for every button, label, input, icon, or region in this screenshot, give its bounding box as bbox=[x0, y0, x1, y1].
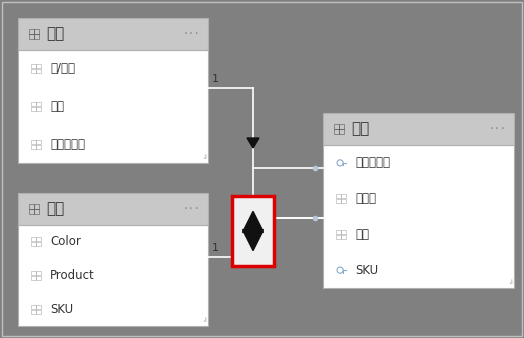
Bar bbox=[340, 124, 344, 128]
Bar bbox=[35, 34, 39, 39]
Bar bbox=[31, 271, 36, 275]
Bar bbox=[36, 64, 40, 68]
Bar bbox=[31, 310, 36, 314]
Bar bbox=[31, 276, 36, 280]
Bar bbox=[31, 242, 36, 246]
Bar bbox=[336, 199, 341, 203]
Text: 顧客: 顧客 bbox=[50, 100, 64, 113]
Bar bbox=[36, 242, 40, 246]
Text: ╝: ╝ bbox=[509, 281, 512, 286]
Bar bbox=[18, 18, 208, 50]
Bar bbox=[29, 204, 34, 209]
Bar bbox=[36, 69, 40, 73]
Bar bbox=[18, 193, 208, 225]
Bar bbox=[31, 69, 36, 73]
Text: Product: Product bbox=[50, 269, 95, 282]
Bar bbox=[336, 235, 341, 239]
Bar bbox=[31, 237, 36, 241]
Text: SKU: SKU bbox=[355, 264, 378, 276]
Bar bbox=[31, 145, 36, 149]
Text: ╝: ╝ bbox=[203, 156, 206, 161]
Bar bbox=[36, 102, 40, 106]
Bar bbox=[336, 194, 341, 198]
Bar bbox=[36, 271, 40, 275]
Bar bbox=[342, 199, 346, 203]
Polygon shape bbox=[243, 230, 264, 250]
Bar bbox=[31, 107, 36, 111]
Text: 顧客コード: 顧客コード bbox=[50, 138, 85, 151]
Text: SKU: SKU bbox=[50, 303, 73, 316]
Text: 1: 1 bbox=[212, 74, 219, 84]
Bar bbox=[342, 235, 346, 239]
Bar bbox=[342, 230, 346, 234]
Text: 顧客コード: 顧客コード bbox=[355, 156, 390, 169]
Text: ···: ··· bbox=[182, 29, 200, 39]
Text: ╝: ╝ bbox=[203, 319, 206, 324]
Text: Color: Color bbox=[50, 235, 81, 248]
Bar bbox=[36, 140, 40, 144]
Bar bbox=[31, 305, 36, 309]
Bar bbox=[31, 64, 36, 68]
Polygon shape bbox=[243, 211, 264, 233]
Bar bbox=[334, 124, 339, 128]
Bar bbox=[36, 107, 40, 111]
Bar bbox=[36, 276, 40, 280]
Text: 1: 1 bbox=[212, 243, 219, 253]
Bar bbox=[232, 196, 274, 266]
Bar bbox=[340, 129, 344, 134]
Bar bbox=[334, 129, 339, 134]
Text: ···: ··· bbox=[488, 124, 506, 134]
Bar bbox=[18, 50, 208, 163]
Bar bbox=[29, 210, 34, 214]
Text: 国/地域: 国/地域 bbox=[50, 62, 75, 75]
Bar bbox=[35, 29, 39, 33]
Bar bbox=[31, 140, 36, 144]
Bar bbox=[35, 210, 39, 214]
Bar bbox=[36, 305, 40, 309]
Bar bbox=[336, 230, 341, 234]
Bar bbox=[323, 113, 514, 145]
Bar bbox=[35, 204, 39, 209]
Text: ···: ··· bbox=[182, 204, 200, 214]
Bar bbox=[31, 102, 36, 106]
Bar bbox=[29, 34, 34, 39]
Text: 注文日: 注文日 bbox=[355, 192, 376, 205]
Bar bbox=[36, 145, 40, 149]
Text: 売上: 売上 bbox=[351, 121, 369, 137]
Text: 顧客: 顧客 bbox=[46, 26, 64, 42]
Text: 数量: 数量 bbox=[355, 228, 369, 241]
Bar bbox=[342, 194, 346, 198]
Bar bbox=[29, 29, 34, 33]
Polygon shape bbox=[247, 138, 259, 148]
Bar bbox=[323, 145, 514, 288]
Bar bbox=[18, 225, 208, 326]
Bar bbox=[36, 310, 40, 314]
Text: 製品: 製品 bbox=[46, 201, 64, 217]
Bar bbox=[36, 237, 40, 241]
